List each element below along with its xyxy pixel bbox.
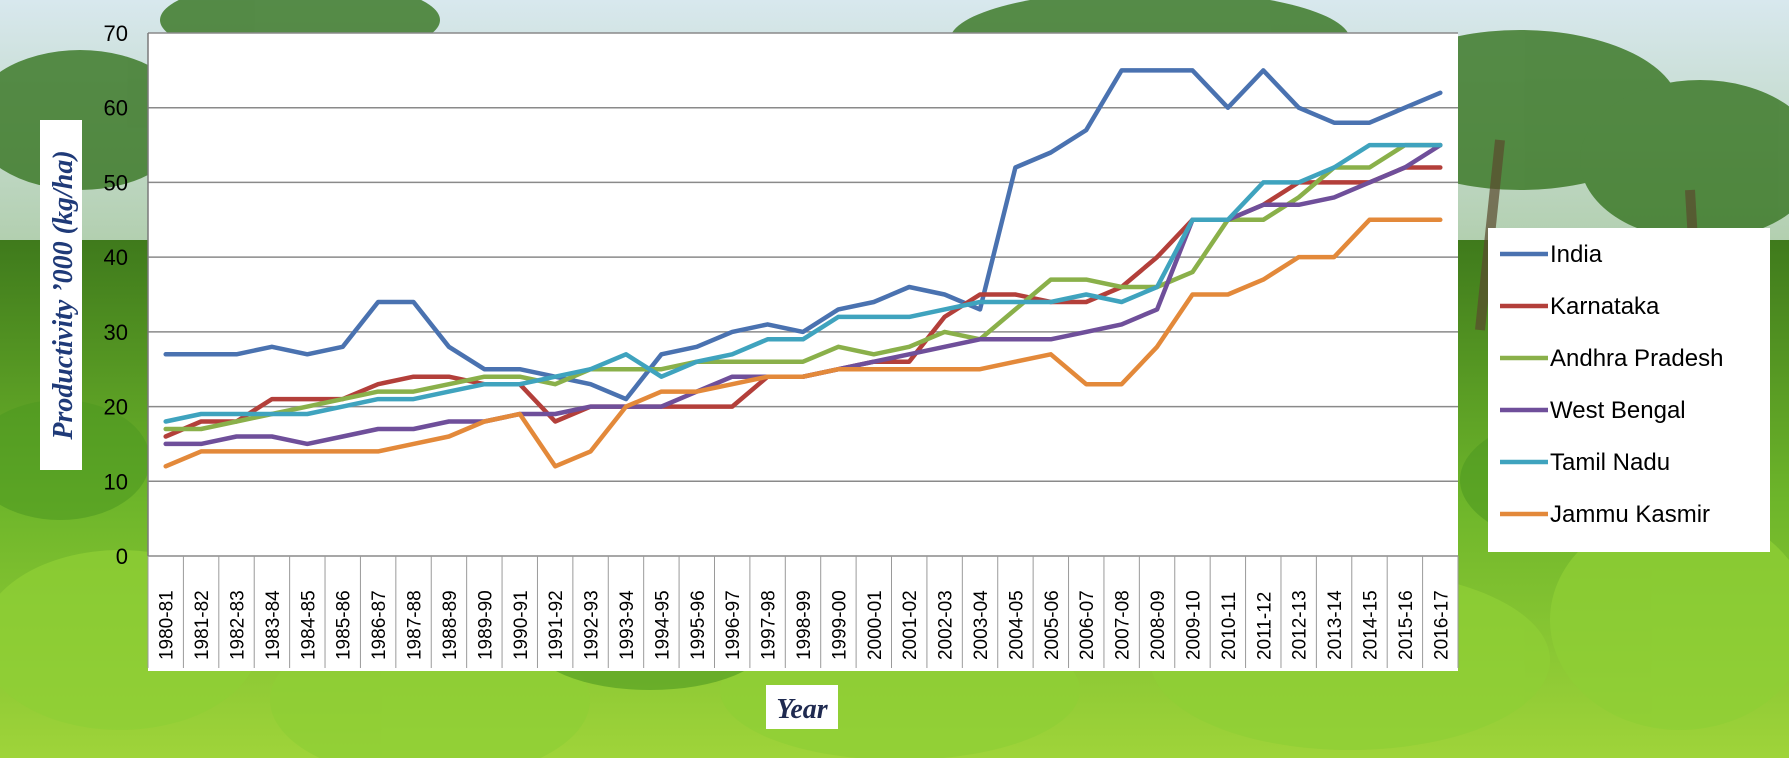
y-tick-label: 20 bbox=[104, 395, 128, 420]
x-tick-label: 1982-83 bbox=[228, 590, 249, 660]
x-tick-band bbox=[148, 556, 1458, 671]
y-axis-title: Productivity ’000 (kg/ha) bbox=[48, 150, 79, 440]
legend-label: Karnataka bbox=[1550, 293, 1660, 320]
plot-area bbox=[148, 33, 1458, 671]
x-tick-label: 2011-12 bbox=[1254, 592, 1275, 660]
x-tick-label: 2005-06 bbox=[1042, 590, 1063, 660]
legend-label: Tamil Nadu bbox=[1550, 449, 1670, 476]
y-tick-label: 30 bbox=[104, 320, 128, 345]
x-tick-label: 1990-91 bbox=[511, 590, 532, 660]
x-tick-label: 1987-88 bbox=[405, 590, 426, 660]
x-tick-label: 2003-04 bbox=[971, 590, 992, 660]
legend-label: Jammu Kasmir bbox=[1550, 501, 1710, 528]
legend-label: Andhra Pradesh bbox=[1550, 345, 1723, 372]
legend-label: West Bengal bbox=[1550, 397, 1686, 424]
y-tick-label: 50 bbox=[104, 170, 128, 195]
x-tick-label: 2004-05 bbox=[1006, 590, 1027, 660]
x-tick-label: 2016-17 bbox=[1431, 590, 1452, 660]
x-tick-label: 1980-81 bbox=[157, 590, 178, 660]
legend-box bbox=[1488, 228, 1770, 552]
x-tick-label: 1996-97 bbox=[723, 590, 744, 660]
x-tick-label: 1993-94 bbox=[617, 590, 638, 660]
series-line-india bbox=[163, 68, 1443, 402]
x-tick-label: 2000-01 bbox=[865, 590, 886, 660]
x-tick-label: 1988-89 bbox=[440, 590, 461, 660]
x-tick-label: 1986-87 bbox=[369, 590, 390, 660]
legend: India Karnataka Andhra Pradesh West Bengal T… bbox=[1488, 228, 1770, 552]
legend-label: India bbox=[1550, 241, 1603, 268]
x-tick-label: 2014-15 bbox=[1360, 590, 1381, 660]
x-axis-label: Year bbox=[766, 685, 838, 729]
series-line-tamil-nadu bbox=[163, 142, 1443, 424]
y-tick-label: 40 bbox=[104, 245, 128, 270]
x-tick-label: 2007-08 bbox=[1113, 590, 1134, 660]
y-axis-label: Productivity ’000 (kg/ha) bbox=[40, 120, 82, 470]
axes: 0 10 20 30 40 50 60 70 1980-81 1981-82 1982-83 1983… bbox=[104, 21, 1459, 668]
x-tick-label: 2009-10 bbox=[1183, 590, 1204, 660]
x-tick-label: 1997-98 bbox=[759, 590, 780, 660]
x-tick-label: 1985-86 bbox=[334, 590, 355, 660]
x-tick-label: 2008-09 bbox=[1148, 590, 1169, 660]
x-tick-label: 2012-13 bbox=[1290, 590, 1311, 660]
x-tick-label: 1984-85 bbox=[298, 590, 319, 660]
x-tick-label: 2010-11 bbox=[1219, 592, 1240, 660]
x-tick-label: 1983-84 bbox=[263, 590, 284, 660]
y-tick-label: 70 bbox=[104, 21, 128, 46]
x-tick-label: 2002-03 bbox=[936, 590, 957, 660]
x-tick-label: 1994-95 bbox=[652, 590, 673, 660]
x-axis-title: Year bbox=[776, 694, 828, 725]
x-tick-label: 1991-92 bbox=[546, 590, 567, 660]
x-tick-label: 2006-07 bbox=[1077, 590, 1098, 660]
plot-background bbox=[148, 33, 1458, 556]
x-tick-label: 1989-90 bbox=[475, 590, 496, 660]
y-tick-label: 10 bbox=[104, 469, 128, 494]
y-tick-label: 0 bbox=[116, 544, 128, 569]
x-tick-label: 1995-96 bbox=[688, 590, 709, 660]
x-tick-label: 2015-16 bbox=[1396, 590, 1417, 660]
x-tick-label: 1992-93 bbox=[582, 590, 603, 660]
x-tick-label: 1981-82 bbox=[192, 590, 213, 660]
x-tick-label: 2013-14 bbox=[1325, 590, 1346, 660]
y-tick-label: 60 bbox=[104, 96, 128, 121]
x-tick-label: 2001-02 bbox=[900, 590, 921, 660]
series-line-jammu-kasmir bbox=[163, 217, 1443, 469]
x-tick-label: 1998-99 bbox=[794, 590, 815, 660]
series-lines bbox=[163, 68, 1443, 469]
x-tick-label: 1999-00 bbox=[829, 590, 850, 660]
